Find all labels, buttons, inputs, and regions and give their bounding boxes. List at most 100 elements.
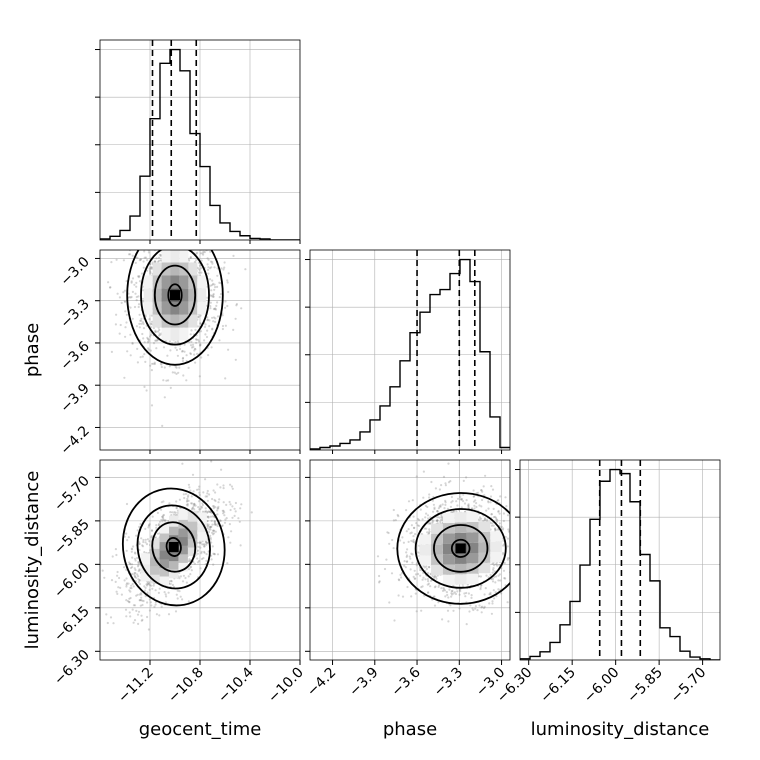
scatter-point bbox=[533, 508, 535, 510]
scatter-point bbox=[141, 618, 144, 622]
scatter-point bbox=[430, 480, 433, 484]
scatter-point bbox=[213, 552, 216, 556]
scatter-point bbox=[150, 584, 153, 587]
scatter-point bbox=[206, 316, 209, 319]
scatter-point bbox=[165, 206, 167, 208]
scatter-point bbox=[169, 240, 171, 242]
scatter-point bbox=[128, 601, 131, 604]
scatter-point bbox=[213, 283, 216, 286]
scatter-point bbox=[201, 510, 204, 513]
scatter-point bbox=[481, 498, 484, 502]
scatter-point bbox=[123, 579, 126, 582]
scatter-point bbox=[138, 313, 141, 316]
scatter-point bbox=[228, 500, 231, 504]
scatter-point bbox=[210, 525, 213, 528]
scatter-point bbox=[497, 499, 500, 502]
scatter-point bbox=[454, 592, 458, 596]
scatter-point bbox=[470, 596, 473, 600]
scatter-point bbox=[148, 598, 151, 601]
scatter-point bbox=[136, 347, 139, 350]
scatter-point bbox=[233, 507, 236, 510]
scatter-point bbox=[191, 473, 195, 476]
scatter-point bbox=[153, 362, 156, 366]
scatter-point bbox=[148, 609, 151, 612]
scatter-point bbox=[216, 301, 219, 304]
scatter-point bbox=[492, 589, 495, 592]
scatter-point bbox=[496, 564, 499, 567]
scatter-point bbox=[163, 519, 167, 522]
scatter-point bbox=[133, 567, 136, 570]
density-cell bbox=[431, 523, 443, 534]
x-tick-label-geocent_time: −10.4 bbox=[215, 664, 257, 706]
scatter-point bbox=[143, 256, 146, 259]
scatter-point bbox=[497, 579, 500, 582]
scatter-point bbox=[199, 546, 202, 549]
scatter-point bbox=[192, 504, 195, 507]
scatter-point bbox=[488, 593, 491, 596]
scatter-point bbox=[167, 519, 170, 523]
scatter-point bbox=[133, 305, 137, 309]
scatter-point bbox=[227, 290, 230, 294]
scatter-point bbox=[427, 522, 430, 525]
scatter-point bbox=[159, 259, 162, 262]
scatter-point bbox=[133, 283, 136, 286]
scatter-point bbox=[134, 572, 137, 575]
scatter-point bbox=[212, 533, 215, 536]
scatter-point bbox=[206, 527, 209, 530]
scatter-point bbox=[193, 224, 195, 226]
scatter-point bbox=[94, 635, 96, 637]
scatter-point bbox=[204, 507, 207, 510]
scatter-point bbox=[229, 508, 232, 512]
scatter-point bbox=[149, 322, 152, 325]
scatter-point bbox=[411, 499, 414, 502]
scatter-point bbox=[198, 375, 201, 378]
scatter-point bbox=[148, 318, 151, 321]
scatter-point bbox=[206, 318, 209, 321]
scatter-point bbox=[124, 326, 127, 329]
scatter-point bbox=[133, 573, 136, 577]
scatter-point bbox=[218, 339, 221, 342]
scatter-point bbox=[460, 498, 463, 501]
scatter-point bbox=[417, 572, 420, 576]
scatter-point bbox=[218, 498, 221, 501]
scatter-point bbox=[143, 341, 146, 344]
scatter-point bbox=[126, 600, 130, 603]
density-cell bbox=[150, 555, 160, 567]
scatter-point bbox=[219, 228, 221, 230]
scatter-point bbox=[146, 583, 150, 586]
scatter-point bbox=[141, 321, 144, 324]
scatter-point bbox=[424, 516, 427, 519]
scatter-point bbox=[181, 357, 184, 360]
scatter-point bbox=[198, 508, 201, 511]
scatter-point bbox=[178, 577, 181, 580]
scatter-point bbox=[161, 515, 164, 518]
scatter-point bbox=[526, 561, 528, 563]
scatter-point bbox=[207, 266, 210, 269]
scatter-point bbox=[427, 582, 430, 585]
scatter-point bbox=[127, 582, 130, 585]
scatter-point bbox=[427, 532, 430, 535]
density-cell bbox=[150, 572, 160, 584]
scatter-point bbox=[115, 313, 118, 316]
scatter-point bbox=[426, 505, 429, 509]
scatter-point bbox=[530, 552, 532, 554]
scatter-point bbox=[210, 460, 213, 463]
scatter-point bbox=[176, 513, 179, 517]
scatter-point bbox=[482, 485, 485, 488]
contour-level-0 bbox=[167, 283, 183, 307]
scatter-point bbox=[134, 292, 137, 295]
scatter-point bbox=[154, 331, 157, 334]
scatter-point bbox=[140, 272, 144, 275]
scatter-point bbox=[140, 319, 143, 322]
scatter-point bbox=[105, 613, 108, 616]
scatter-point bbox=[154, 260, 157, 263]
scatter-point bbox=[491, 602, 494, 605]
scatter-point bbox=[179, 347, 182, 351]
density-cell bbox=[419, 544, 432, 556]
scatter-point bbox=[515, 542, 517, 544]
scatter-point bbox=[425, 512, 428, 515]
scatter-point bbox=[502, 512, 505, 515]
scatter-point bbox=[157, 260, 160, 263]
y-tick-label-phase: −3.6 bbox=[57, 338, 92, 373]
density-cell bbox=[143, 288, 153, 302]
